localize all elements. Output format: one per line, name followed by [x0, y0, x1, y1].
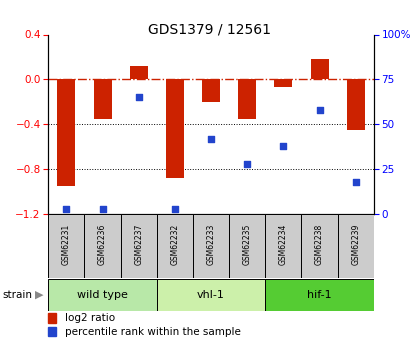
Point: [171, 206, 178, 211]
Text: vhl-1: vhl-1: [197, 290, 225, 300]
Text: GSM62238: GSM62238: [315, 224, 324, 265]
Text: hif-1: hif-1: [307, 290, 332, 300]
Bar: [310, 59, 328, 79]
Text: GSM62236: GSM62236: [98, 224, 107, 265]
Text: GSM62235: GSM62235: [243, 224, 252, 265]
Point: [352, 179, 359, 184]
Bar: [58, 79, 76, 186]
Bar: [94, 79, 112, 119]
Text: ▶: ▶: [35, 290, 43, 300]
Text: strain: strain: [2, 290, 32, 300]
Bar: [302, 214, 338, 278]
Bar: [274, 79, 292, 87]
Text: GSM62231: GSM62231: [62, 224, 71, 265]
Point: [99, 206, 106, 211]
Bar: [121, 214, 157, 278]
Bar: [346, 79, 365, 130]
Bar: [48, 279, 157, 311]
Bar: [84, 214, 121, 278]
Text: wild type: wild type: [77, 290, 128, 300]
Bar: [157, 279, 265, 311]
Text: GSM62233: GSM62233: [207, 224, 215, 265]
Point: [135, 95, 142, 100]
Bar: [202, 79, 220, 102]
Text: GSM62237: GSM62237: [134, 224, 143, 265]
Point: [244, 161, 251, 166]
Point: [316, 107, 323, 112]
Point: [280, 143, 287, 148]
Bar: [166, 79, 184, 178]
Bar: [48, 214, 84, 278]
Text: GSM62239: GSM62239: [351, 224, 360, 265]
Text: GSM62232: GSM62232: [171, 224, 179, 265]
Bar: [265, 279, 374, 311]
Bar: [157, 214, 193, 278]
Point: [208, 136, 215, 141]
Bar: [229, 214, 265, 278]
Bar: [193, 214, 229, 278]
Point: [63, 206, 70, 211]
Text: GDS1379 / 12561: GDS1379 / 12561: [149, 22, 271, 37]
Bar: [265, 214, 302, 278]
Text: log2 ratio: log2 ratio: [65, 313, 115, 323]
Bar: [130, 66, 148, 79]
Text: GSM62234: GSM62234: [279, 224, 288, 265]
Bar: [338, 214, 374, 278]
Text: percentile rank within the sample: percentile rank within the sample: [65, 327, 241, 336]
Bar: [238, 79, 256, 119]
